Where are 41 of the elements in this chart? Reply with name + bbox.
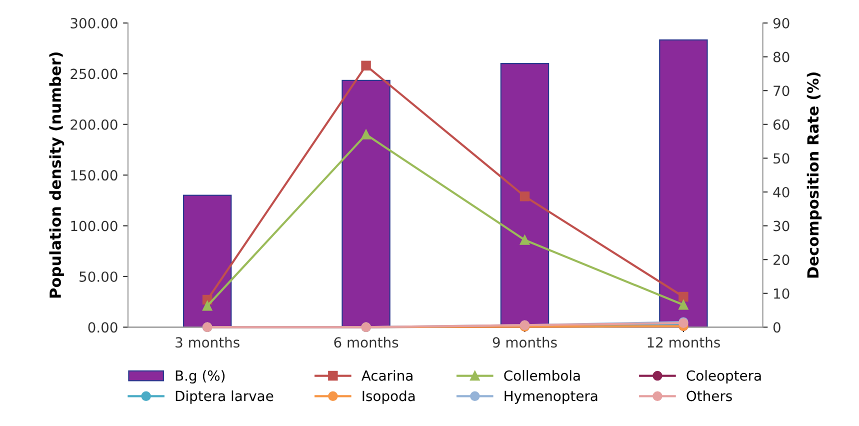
y-tick-label: 100.00 bbox=[71, 220, 118, 232]
x-tick-label: 6 months bbox=[334, 336, 398, 348]
point bbox=[361, 130, 371, 140]
y2-tick-label: 80 bbox=[773, 52, 790, 62]
y2-tick-label: 90 bbox=[773, 18, 790, 28]
y-tick-label: 200.00 bbox=[70, 119, 118, 130]
y-tick-label: 50.00 bbox=[80, 271, 118, 282]
legend-label: Hymenoptera bbox=[504, 390, 598, 404]
legend-label: Isopoda bbox=[362, 390, 415, 404]
legend-label: Others bbox=[686, 390, 732, 402]
x-tick-label: 9 months bbox=[492, 336, 557, 348]
y2-tick-label: 0 bbox=[773, 322, 780, 333]
point bbox=[520, 235, 530, 245]
y2-tick-label: 40 bbox=[773, 186, 790, 198]
y2-tick-label: 60 bbox=[773, 119, 790, 130]
legend-label: Diptera larvae bbox=[176, 390, 274, 404]
bar bbox=[182, 194, 232, 328]
y2-tick-label: 30 bbox=[774, 220, 790, 232]
y-tick-label: 300.00 bbox=[70, 18, 118, 28]
bar bbox=[659, 39, 708, 328]
point bbox=[361, 60, 371, 70]
point bbox=[520, 192, 530, 202]
y2-tick-label: 70 bbox=[774, 86, 790, 96]
y-axis-title: Population density (number) bbox=[49, 52, 64, 298]
y2-axis-title: Decomposition Rate (%) bbox=[806, 72, 822, 278]
y2-tick-label: 20 bbox=[774, 254, 790, 266]
x-tick-label: 3 months bbox=[176, 336, 240, 348]
point bbox=[678, 292, 688, 302]
legend-label: Acarina bbox=[362, 370, 412, 381]
point bbox=[202, 301, 212, 311]
legend-label: B.g (%) bbox=[176, 370, 225, 384]
x-tick-label: 12 months bbox=[648, 336, 720, 348]
y2-tick-label: 50 bbox=[774, 153, 790, 164]
y-tick-label: 150.00 bbox=[71, 170, 118, 181]
y-tick-label: 0.00 bbox=[88, 322, 118, 333]
legend-label: Collembola bbox=[504, 370, 580, 381]
point bbox=[678, 300, 688, 310]
y-tick-label: 250.00 bbox=[70, 68, 118, 80]
y2-tick-label: 10 bbox=[774, 288, 790, 299]
legend-label: Coleoptera bbox=[686, 370, 761, 384]
bar bbox=[342, 80, 390, 328]
